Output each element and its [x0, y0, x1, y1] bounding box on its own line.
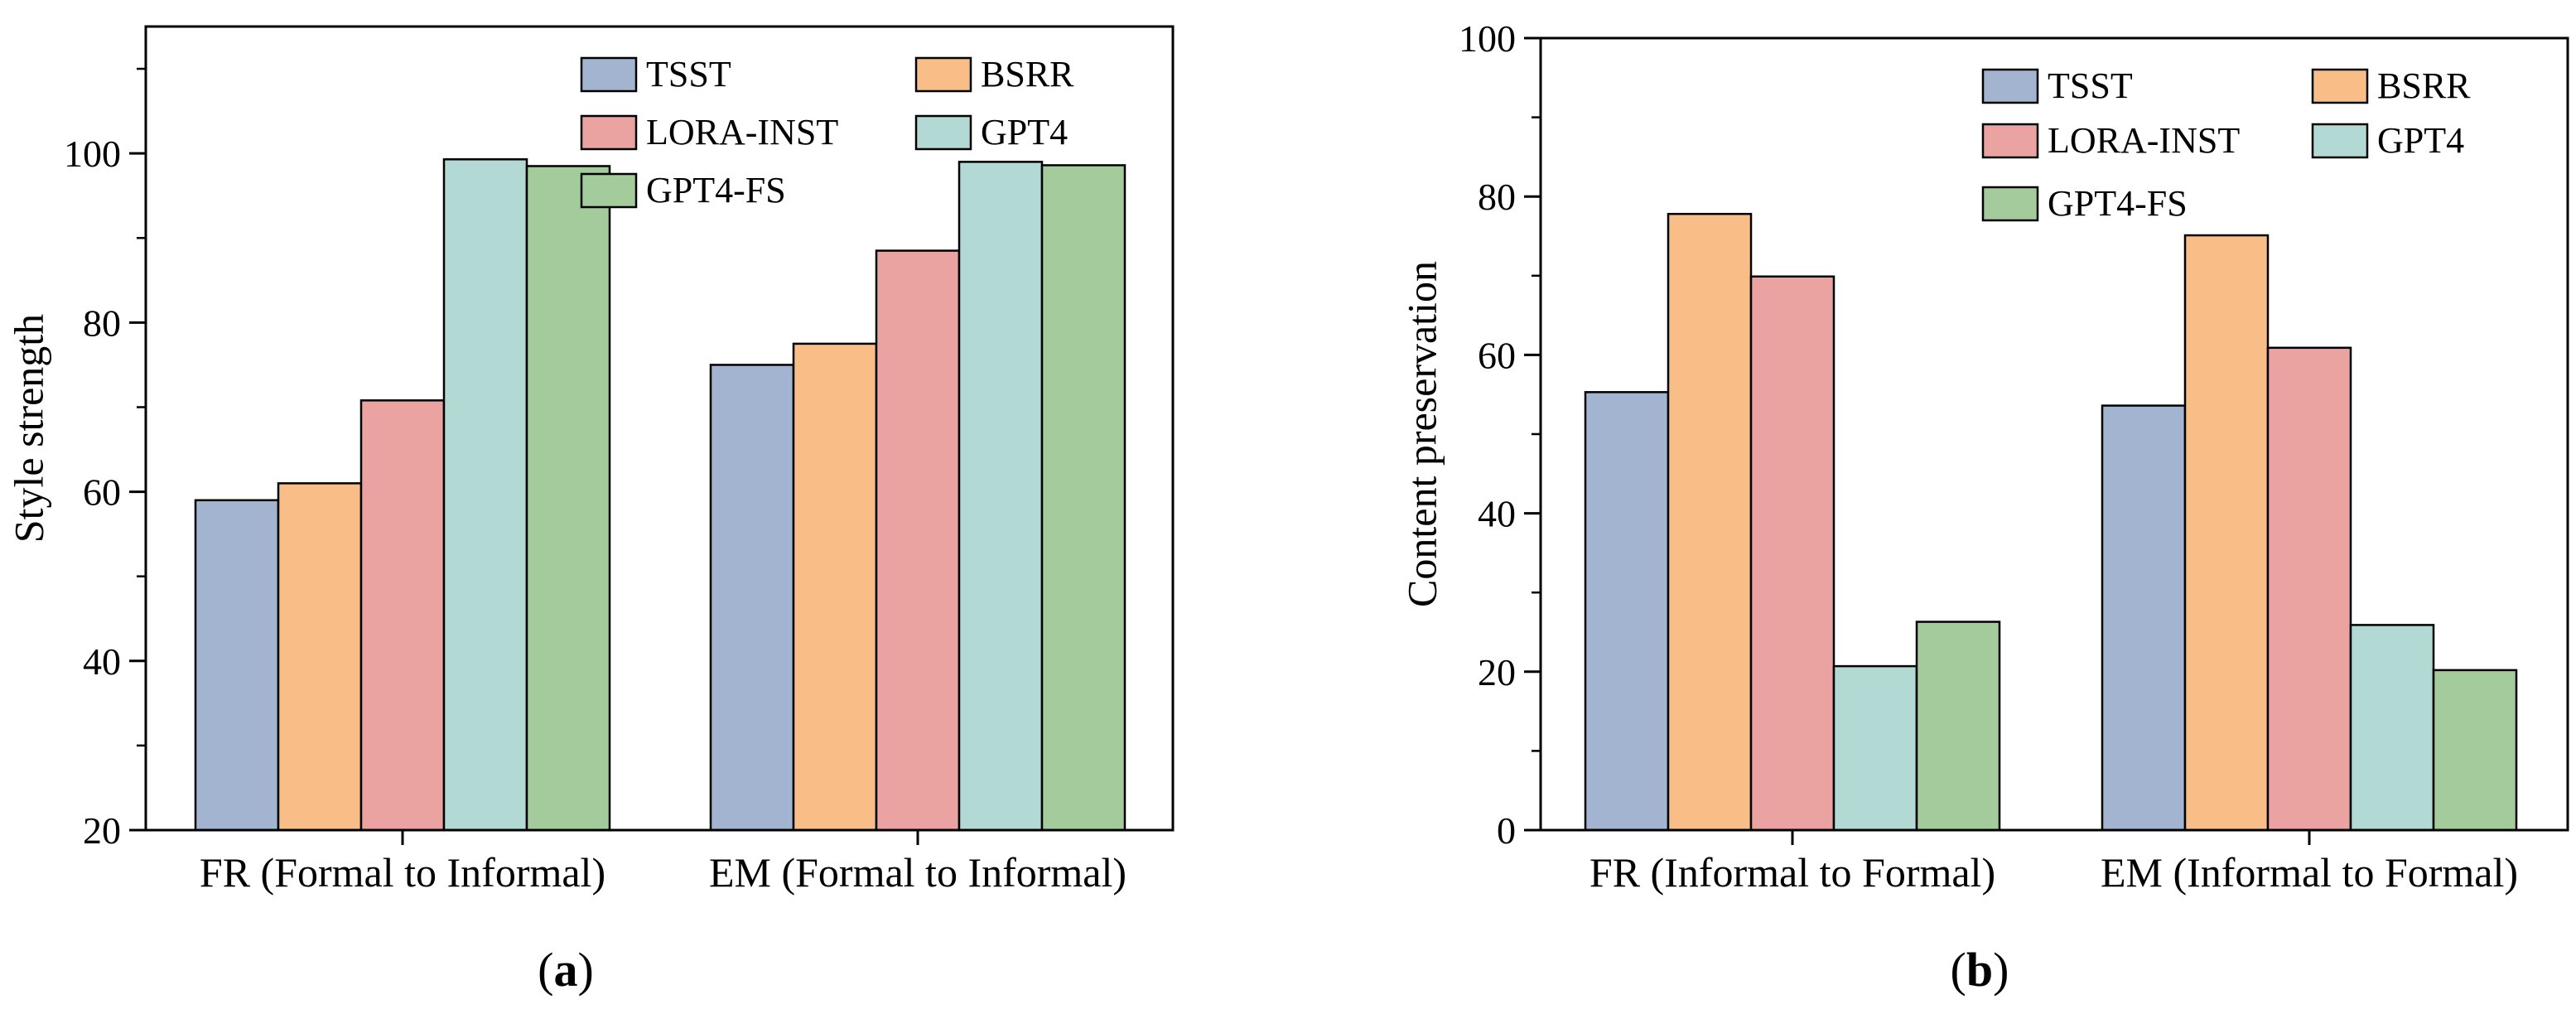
bar-gpt4-fs-fr — [525, 165, 611, 832]
x-category-label: FR (Informal to Formal) — [1589, 849, 1995, 896]
x-category-label: EM (Formal to Informal) — [709, 849, 1126, 896]
legend-label-gpt4: GPT4 — [2377, 120, 2464, 161]
bar-lora-inst-em — [875, 249, 961, 832]
legend-label-lora-inst: LORA-INST — [646, 112, 838, 152]
panel-label-open-paren: ( — [1951, 943, 1966, 997]
chart-panel-a: 20 40 60 80 100 FR (Formal to Informal) EM (Fo… — [5, 25, 1175, 997]
legend-label-bsrr: BSRR — [2377, 65, 2471, 106]
plot-frame — [144, 25, 1175, 832]
legend-label-tsst: TSST — [646, 54, 731, 94]
y-tick-label: 60 — [1478, 334, 1516, 376]
legend-label-lora-inst: LORA-INST — [2048, 120, 2240, 161]
bar-lora-inst-fr — [1749, 275, 1836, 832]
bar-tsst-fr — [194, 499, 280, 832]
y-axis-title: Style strength — [5, 314, 51, 543]
legend: TSST BSRR LORA-INST GPT4 GPT4-FS — [580, 54, 1074, 210]
panel-label-letter: a — [554, 943, 578, 997]
y-tick-label: 80 — [83, 302, 121, 344]
bar-gpt4-em — [2349, 624, 2435, 832]
bar-gpt4-fr — [442, 158, 528, 832]
chart-panel-b: 0 20 40 60 80 100 FR (Informal to Formal) EM (I… — [1398, 17, 2569, 997]
legend: TSST BSRR LORA-INST GPT4 GPT4-FS — [1981, 65, 2471, 224]
bar-gpt4-fs-em — [1040, 164, 1126, 832]
y-tick-label: 100 — [1459, 17, 1516, 60]
legend-swatch-tsst — [1981, 68, 2039, 104]
legend-swatch-gpt4-fs — [580, 172, 638, 209]
panel-label: (b) — [1951, 943, 2009, 997]
bar-bsrr-fr — [277, 482, 363, 832]
panel-label: (a) — [538, 943, 594, 997]
legend-swatch-bsrr — [914, 56, 972, 93]
bar-gpt4-fr — [1832, 664, 1918, 832]
y-axis-title: Content preservation — [1398, 261, 1445, 607]
y-tick-label: 100 — [64, 133, 121, 175]
bar-bsrr-em — [792, 342, 878, 832]
bar-bsrr-fr — [1667, 212, 1753, 832]
legend-label-gpt4-fs: GPT4-FS — [646, 170, 786, 210]
y-tick-label: 20 — [83, 809, 121, 852]
bar-tsst-em — [2101, 404, 2187, 832]
y-tick-label: 20 — [1478, 651, 1516, 693]
bar-tsst-fr — [1584, 391, 1670, 832]
panel-label-open-paren: ( — [538, 943, 553, 997]
bar-gpt4-em — [958, 161, 1044, 832]
legend-swatch-gpt4-fs — [1981, 186, 2039, 222]
legend-swatch-lora-inst — [1981, 123, 2039, 159]
legend-label-gpt4: GPT4 — [981, 112, 1068, 152]
legend-swatch-tsst — [580, 56, 638, 93]
legend-label-tsst: TSST — [2048, 65, 2133, 106]
legend-swatch-bsrr — [2311, 68, 2369, 104]
legend-swatch-gpt4 — [914, 114, 972, 151]
legend-label-bsrr: BSRR — [981, 54, 1074, 94]
bar-gpt4-fs-fr — [1915, 621, 2001, 832]
panel-label-letter: b — [1966, 943, 1993, 997]
y-tick-label: 40 — [83, 640, 121, 683]
bar-gpt4-fs-em — [2432, 669, 2518, 832]
legend-swatch-lora-inst — [580, 114, 638, 151]
bar-lora-inst-fr — [359, 399, 446, 832]
y-tick-label: 40 — [1478, 493, 1516, 535]
panel-label-close-paren: ) — [578, 943, 594, 997]
y-tick-label: 60 — [83, 471, 121, 514]
bar-lora-inst-em — [2266, 346, 2352, 832]
y-tick-label: 80 — [1478, 176, 1516, 218]
x-category-label: FR (Formal to Informal) — [200, 849, 605, 896]
bar-tsst-em — [709, 364, 795, 832]
y-tick-label: 0 — [1497, 809, 1516, 852]
bar-bsrr-em — [2183, 234, 2270, 832]
legend-swatch-gpt4 — [2311, 123, 2369, 159]
panel-label-close-paren: ) — [1993, 943, 2009, 997]
x-category-label: EM (Informal to Formal) — [2101, 849, 2518, 896]
legend-label-gpt4-fs: GPT4-FS — [2048, 183, 2188, 224]
